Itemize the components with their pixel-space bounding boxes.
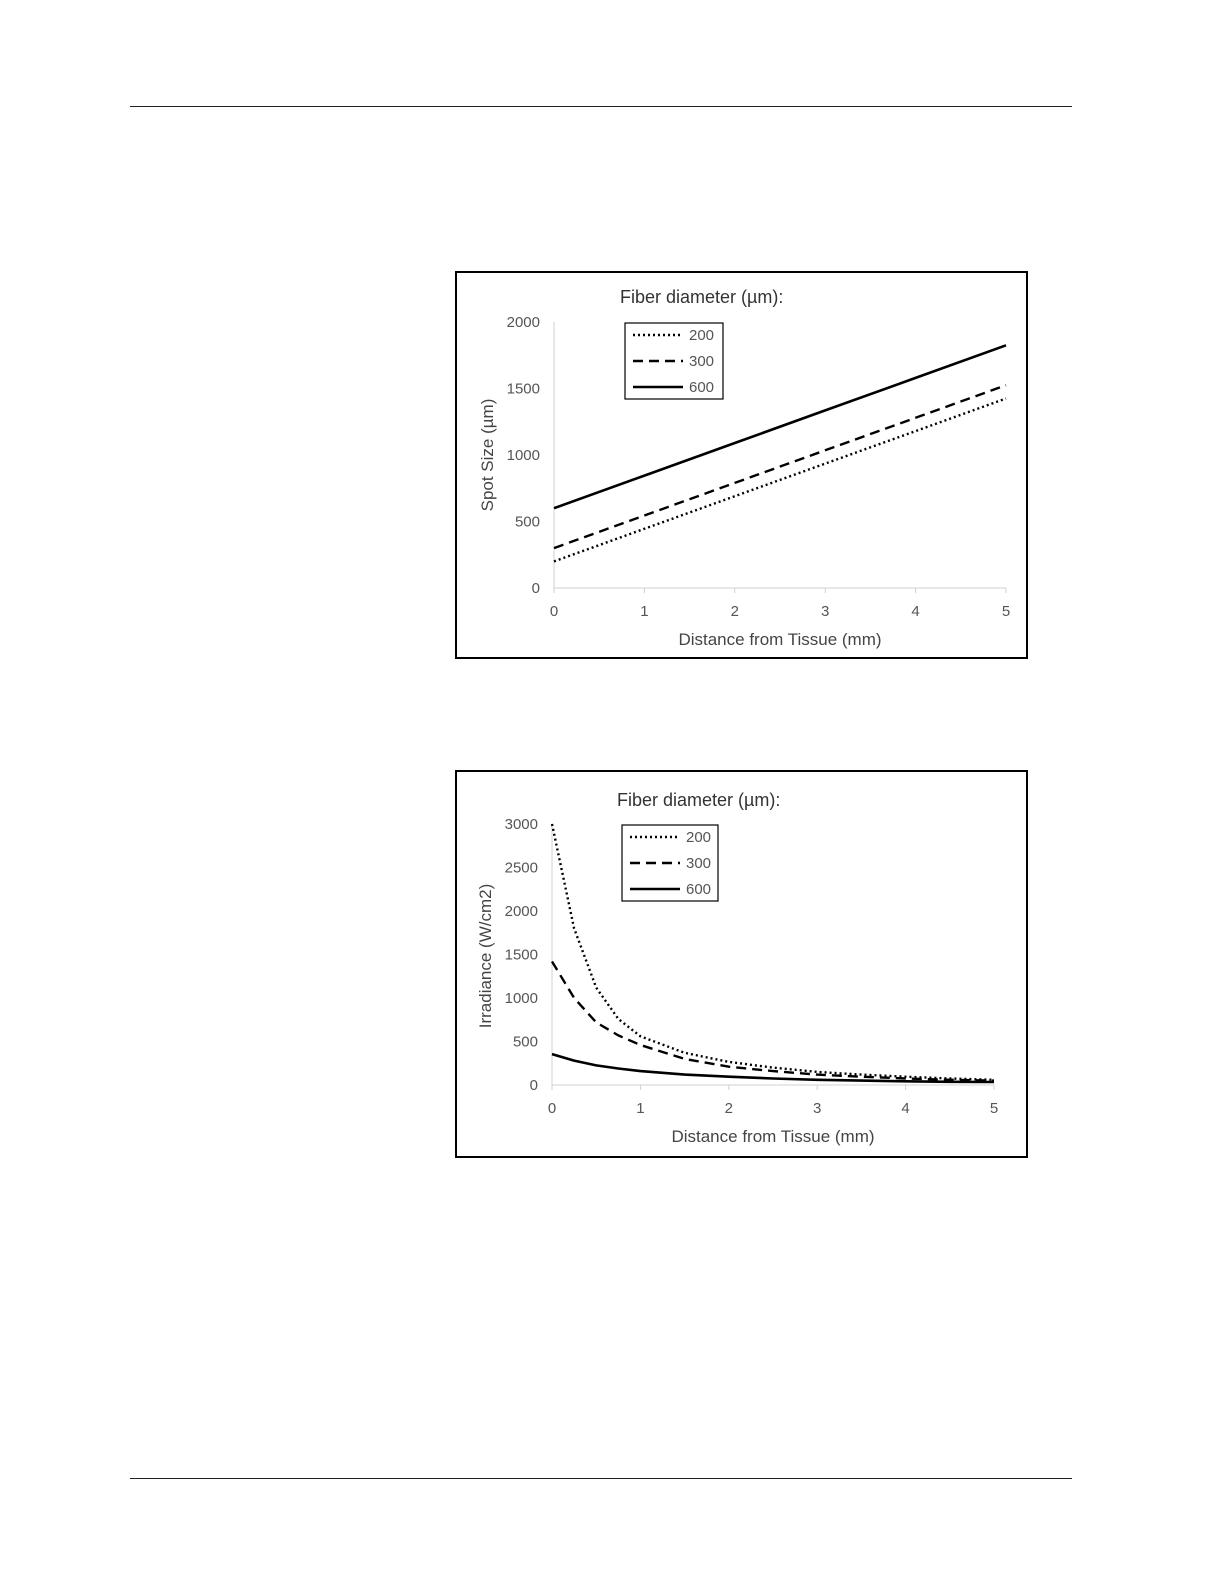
x-tick-label: 3 bbox=[813, 1100, 821, 1117]
x-tick-label: 4 bbox=[911, 603, 919, 620]
chart-title: Fiber diameter (µm): bbox=[617, 790, 780, 810]
chart-title: Fiber diameter (µm): bbox=[620, 287, 783, 307]
legend-label-300: 300 bbox=[689, 353, 714, 370]
footer-rule bbox=[130, 1478, 1072, 1479]
x-tick-label: 1 bbox=[640, 603, 648, 620]
x-tick-label: 4 bbox=[901, 1100, 909, 1117]
series-line-200 bbox=[550, 823, 995, 1081]
legend-label-200: 200 bbox=[686, 829, 711, 846]
y-tick-label: 0 bbox=[530, 1077, 538, 1094]
y-tick-label: 1000 bbox=[507, 447, 540, 464]
y-tick-label: 1500 bbox=[507, 381, 540, 398]
legend-label-200: 200 bbox=[689, 327, 714, 344]
spot-size-chart-svg: Fiber diameter (µm): 0 1 2 3 4 5 0 500 1000 1500 20… bbox=[478, 287, 1010, 649]
y-tick-label: 500 bbox=[513, 1034, 538, 1051]
x-tick-label: 3 bbox=[821, 603, 829, 620]
x-axis-label: Distance from Tissue (mm) bbox=[678, 630, 881, 649]
legend-label-600: 600 bbox=[686, 881, 711, 898]
x-axis-label: Distance from Tissue (mm) bbox=[671, 1127, 874, 1146]
y-tick-label: 2000 bbox=[507, 314, 540, 331]
series-line-300 bbox=[553, 384, 1007, 550]
legend-label-300: 300 bbox=[686, 855, 711, 872]
y-tick-label: 2500 bbox=[505, 860, 538, 877]
x-tick-label: 5 bbox=[990, 1100, 998, 1117]
y-tick-label: 1500 bbox=[505, 947, 538, 964]
y-tick-label: 2000 bbox=[505, 903, 538, 920]
x-tick-label: 2 bbox=[725, 1100, 733, 1117]
y-tick-label: 0 bbox=[532, 580, 540, 597]
y-tick-label: 500 bbox=[515, 514, 540, 531]
series-line-200 bbox=[553, 397, 1007, 563]
irradiance-chart: Fiber diameter (µm): 0 1 2 3 4 5 0 500 1000 1500 20… bbox=[455, 770, 1028, 1158]
series-line-300 bbox=[550, 960, 995, 1082]
x-tick-label: 0 bbox=[550, 603, 558, 620]
series-line-600 bbox=[553, 344, 1007, 510]
y-tick-label: 3000 bbox=[505, 816, 538, 833]
x-tick-label: 0 bbox=[548, 1100, 556, 1117]
header-rule bbox=[130, 106, 1072, 107]
irradiance-chart-svg: Fiber diameter (µm): 0 1 2 3 4 5 0 500 1000 1500 20… bbox=[476, 790, 998, 1146]
legend: 200 300 600 bbox=[621, 824, 719, 902]
series-line-600 bbox=[551, 1052, 995, 1084]
x-tick-label: 5 bbox=[1002, 603, 1010, 620]
legend-label-600: 600 bbox=[689, 379, 714, 396]
y-tick-label: 1000 bbox=[505, 990, 538, 1007]
legend: 200 300 600 bbox=[624, 322, 724, 400]
x-tick-label: 2 bbox=[731, 603, 739, 620]
y-axis-label: Spot Size (µm) bbox=[478, 399, 497, 512]
x-tick-label: 1 bbox=[636, 1100, 644, 1117]
y-axis-label: Irradiance (W/cm2) bbox=[476, 884, 495, 1029]
spot-size-chart: Fiber diameter (µm): 0 1 2 3 4 5 0 500 1000 1500 20… bbox=[455, 271, 1028, 659]
